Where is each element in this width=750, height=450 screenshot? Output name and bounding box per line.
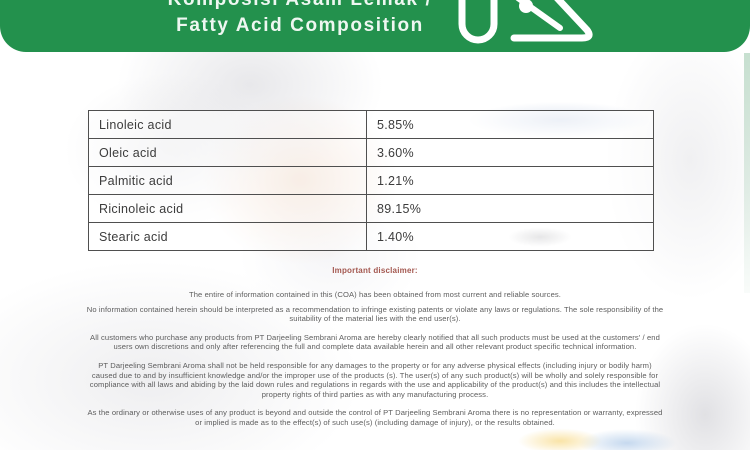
acid-name-cell: Linoleic acid	[88, 110, 367, 139]
table-row: Palmitic acid 1.21%	[88, 166, 654, 195]
acid-name-cell: Stearic acid	[88, 222, 367, 251]
lab-glassware-icon	[458, 0, 593, 44]
fatty-acid-table: Linoleic acid 5.85% Oleic acid 3.60% Pal…	[88, 110, 654, 251]
page-title: Komposisi Asam Lemak / Fatty Acid Compos…	[95, 0, 505, 39]
acid-name-cell: Palmitic acid	[88, 166, 367, 195]
table-row: Stearic acid 1.40%	[88, 222, 654, 251]
disclaimer-paragraph: The entire of information contained in t…	[188, 290, 561, 299]
page-title-line1: Komposisi Asam Lemak /	[95, 0, 505, 13]
acid-value-cell: 89.15%	[366, 194, 654, 223]
acid-value-cell: 1.21%	[366, 166, 654, 195]
photo-green-edge	[744, 53, 750, 293]
disclaimer-paragraph: PT Darjeeling Sembrani Aroma shall not b…	[89, 360, 661, 399]
acid-value-cell: 5.85%	[366, 110, 654, 139]
disclaimer-section: Important disclaimer: The entire of info…	[85, 266, 665, 433]
acid-value-cell: 3.60%	[366, 138, 654, 167]
acid-name-cell: Oleic acid	[88, 138, 367, 167]
table-row: Oleic acid 3.60%	[88, 138, 654, 167]
disclaimer-paragraph: As the ordinary or otherwise uses of any…	[87, 408, 663, 427]
table-row: Linoleic acid 5.85%	[88, 110, 654, 139]
table-row: Ricinoleic acid 89.15%	[88, 194, 654, 223]
header-banner: Komposisi Asam Lemak / Fatty Acid Compos…	[0, 0, 750, 52]
disclaimer-paragraph: All customers who purchase any products …	[90, 332, 660, 352]
acid-name-cell: Ricinoleic acid	[88, 194, 367, 223]
page-title-line2: Fatty Acid Composition	[176, 15, 424, 36]
disclaimer-heading: Important disclaimer:	[332, 266, 418, 275]
acid-value-cell: 1.40%	[366, 222, 654, 251]
disclaimer-paragraph: No information contained herein should b…	[86, 304, 664, 324]
